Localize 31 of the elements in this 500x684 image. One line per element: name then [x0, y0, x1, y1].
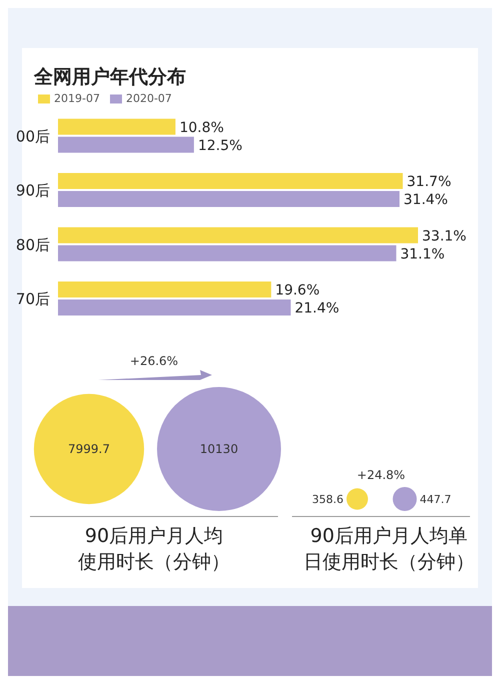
bar [58, 118, 176, 135]
data-label: 31.7% [406, 174, 452, 190]
text: 90后用户月人均使用时长（分钟） [77, 524, 231, 575]
text: +24.8% [356, 468, 406, 482]
data-label: 19.6% [275, 282, 320, 299]
data-label: 7999.7 [68, 442, 110, 456]
data-label: 12.5% [198, 138, 242, 154]
data-label: 10130 [200, 442, 238, 456]
data-label: 31.4% [404, 192, 448, 208]
legend-label: 2020-07 [126, 92, 172, 105]
legend-label: 2019-07 [54, 92, 100, 105]
bar [58, 282, 272, 298]
data-label: 33.1% [422, 228, 466, 244]
bar [58, 245, 396, 262]
data-label: 10.8% [179, 120, 224, 136]
text: +26.6% [130, 354, 178, 368]
bar [58, 191, 400, 208]
chart-title: 全网用户年代分布 [34, 65, 187, 90]
y-tick-label: 00后 [16, 127, 50, 146]
text: 90后用户月人均单日使用时长（分钟） [302, 524, 476, 575]
data-label: 31.1% [400, 246, 445, 262]
bar [58, 227, 418, 244]
bar [58, 300, 291, 316]
y-tick-label: 90后 [16, 182, 50, 200]
data-label: 358.6 [312, 493, 344, 506]
y-tick-label: 70后 [16, 290, 50, 308]
bar [58, 136, 194, 153]
y-tick-label: 80后 [16, 236, 50, 254]
data-label: 21.4% [294, 300, 340, 317]
bar [58, 173, 403, 190]
data-label: 447.7 [420, 493, 452, 506]
